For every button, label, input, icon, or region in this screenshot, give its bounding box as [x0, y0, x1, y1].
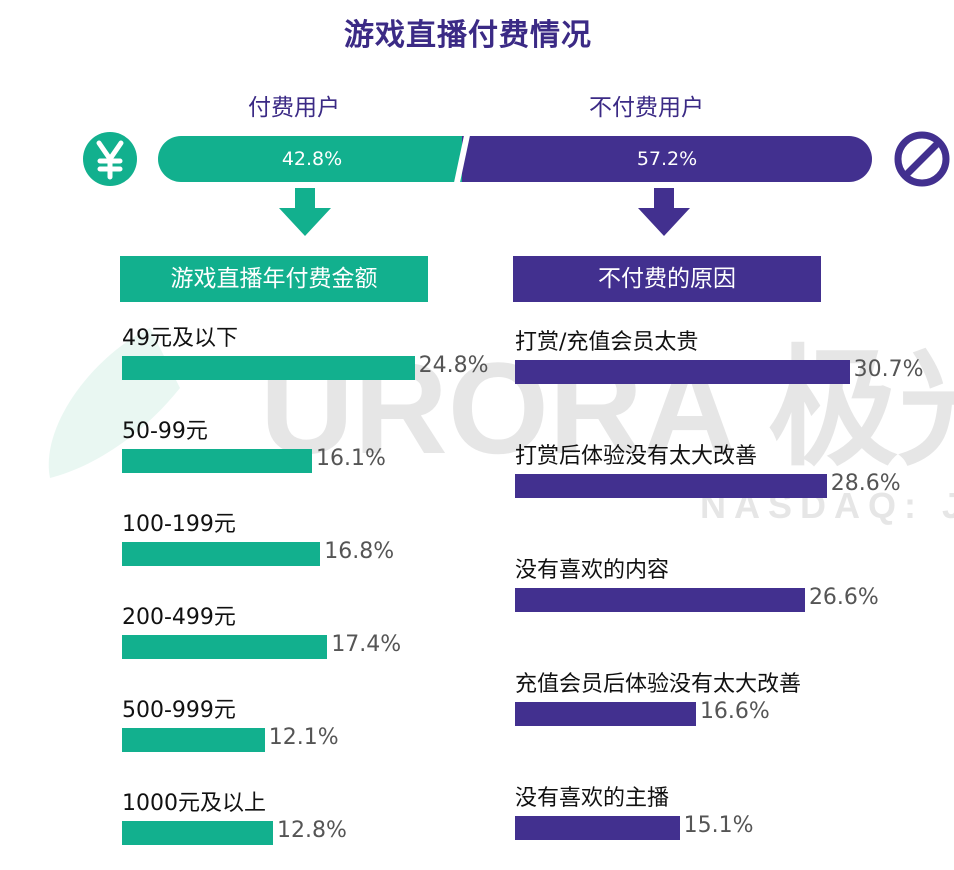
bar: [515, 702, 696, 726]
bar: [122, 635, 328, 659]
value-label: 16.6%: [699, 699, 770, 724]
value-label: 24.8%: [418, 353, 489, 378]
category-label: 1000元及以上: [122, 791, 266, 816]
value-label: 12.1%: [268, 725, 339, 750]
bar: [122, 542, 321, 566]
bar: [122, 449, 312, 473]
bar: [515, 360, 850, 384]
category-label: 充值会员后体验没有太大改善: [515, 672, 802, 697]
down-arrow-icon: [279, 188, 331, 236]
value-label: 26.6%: [808, 585, 879, 610]
prohibited-icon: [894, 131, 950, 187]
value-label: 12.8%: [277, 818, 347, 843]
unpaid-users-label: 不付费用户: [589, 95, 704, 121]
bar: [122, 356, 415, 380]
category-label: 没有喜欢的主播: [515, 786, 670, 811]
unpaid-share-bar: 57.2%: [462, 136, 872, 182]
paid-users-label: 付费用户: [248, 95, 340, 121]
nonpayment-reason-header: 不付费的原因: [513, 256, 821, 302]
value-label: 16.8%: [324, 539, 395, 564]
category-label: 50-99元: [122, 419, 208, 444]
category-label: 打赏后体验没有太大改善: [515, 444, 758, 469]
category-label: 打赏/充值会员太贵: [515, 330, 699, 355]
bar: [515, 474, 827, 498]
value-label: 17.4%: [331, 632, 402, 657]
bar: [122, 728, 265, 752]
down-arrow-icon: [638, 188, 690, 236]
paid-share-bar: 42.8%: [158, 136, 466, 182]
bar: [515, 588, 805, 612]
value-label: 15.1%: [683, 813, 754, 838]
category-label: 49元及以下: [122, 326, 238, 351]
bar: [515, 816, 680, 840]
value-label: 30.7%: [853, 357, 924, 382]
category-label: 没有喜欢的内容: [515, 558, 670, 583]
value-label: 28.6%: [830, 471, 901, 496]
category-label: 100-199元: [122, 512, 236, 537]
value-label: 16.1%: [315, 446, 386, 471]
annual-payment-header: 游戏直播年付费金额: [120, 256, 428, 302]
bar: [122, 821, 274, 845]
page-title: 游戏直播付费情况: [344, 18, 592, 53]
yen-icon: [83, 132, 137, 186]
category-label: 500-999元: [122, 698, 236, 723]
category-label: 200-499元: [122, 605, 236, 630]
